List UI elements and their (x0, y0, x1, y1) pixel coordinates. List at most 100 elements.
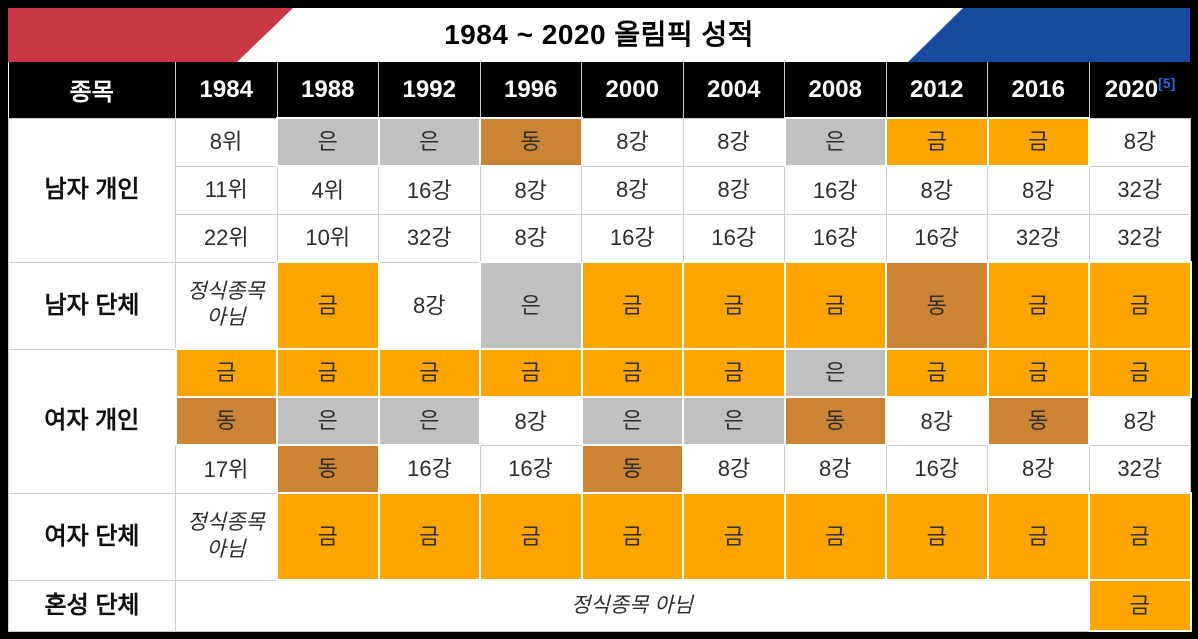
result-cell: 은 (479, 261, 583, 350)
result-cell: 금 (986, 117, 1090, 167)
result-cell: 동 (479, 117, 583, 167)
result-cell: 은 (377, 396, 481, 446)
result-cell: 금 (1088, 579, 1192, 632)
result-cell: 8강 (1088, 117, 1191, 167)
result-cell: 금 (682, 348, 786, 398)
result-cell: 동 (783, 396, 887, 446)
result-cell: 8강 (682, 117, 785, 167)
table-row: 여자 단체 정식종목 아님 금 금 금 금 금 금 금 금 금 (8, 492, 1192, 581)
blue-flag-banner (908, 8, 1190, 62)
result-cell: 8강 (987, 444, 1090, 494)
title-bar: 1984 ~ 2020 올림픽 성적 (8, 8, 1190, 62)
result-cell: 16강 (378, 444, 481, 494)
result-cell: 은 (783, 348, 887, 398)
result-cell: 정식종목 아님 (175, 261, 278, 350)
year-header-1988: 1988 (277, 62, 379, 118)
result-cell: 금 (276, 492, 380, 581)
table-row: 여자 개인 금 금 금 금 금 금 은 금 금 금 (8, 348, 1192, 494)
result-cell: 동 (986, 396, 1090, 446)
result-cell: 금 (986, 348, 1090, 398)
result-cell: 8강 (479, 396, 582, 446)
result-cell: 금 (783, 492, 887, 581)
result-cell: 금 (986, 261, 1090, 350)
category-label: 여자 단체 (8, 492, 176, 581)
result-cell: 4위 (276, 165, 379, 215)
result-cell: 32강 (1088, 213, 1191, 263)
result-cell: 16강 (581, 213, 684, 263)
result-cell: 은 (276, 396, 380, 446)
result-cell: 금 (276, 348, 380, 398)
result-cell: 16강 (479, 444, 582, 494)
year-header-2008: 2008 (784, 62, 887, 118)
result-cell: 은 (783, 117, 887, 167)
result-cell: 22위 (175, 213, 278, 263)
table-title: 1984 ~ 2020 올림픽 성적 (444, 19, 754, 50)
result-cell: 금 (1088, 348, 1192, 398)
result-cell: 8강 (987, 165, 1090, 215)
result-cell: 16강 (682, 213, 785, 263)
result-cell: 동 (276, 444, 380, 494)
result-cell: 8강 (682, 165, 785, 215)
result-cell: 17위 (175, 444, 278, 494)
result-cell: 8강 (1088, 396, 1191, 446)
panel-inner: 1984 ~ 2020 올림픽 성적 종목 1984 1988 1992 1996 200… (8, 8, 1192, 632)
result-cell: 금 (174, 348, 278, 398)
result-cell: 금 (885, 117, 989, 167)
result-cell: 금 (885, 348, 989, 398)
result-cell: 16강 (378, 165, 481, 215)
result-cell: 8위 (175, 117, 278, 167)
result-cell: 10위 (276, 213, 379, 263)
result-cell: 은 (377, 117, 481, 167)
result-cell: 8강 (885, 396, 988, 446)
year-header-2016: 2016 (987, 62, 1090, 118)
result-cell: 16강 (784, 165, 887, 215)
result-cell: 8강 (581, 117, 684, 167)
table-row: 남자 개인 8위 은 은 동 8강 8강 은 금 금 8강 (8, 117, 1191, 263)
year-header-2000: 2000 (581, 62, 684, 118)
footnote-ref-link[interactable]: [5] (1158, 74, 1176, 91)
table-row: 11위 4위 16강 8강 8강 8강 16강 8강 8강 32강 (9, 165, 1191, 215)
table-row: 남자 단체 정식종목 아님 금 8강 은 금 금 금 동 금 금 (8, 261, 1192, 350)
result-cell: 은 (580, 396, 684, 446)
result-cell: 금 (479, 348, 583, 398)
result-cell: 11위 (175, 165, 278, 215)
category-label: 혼성 단체 (8, 579, 176, 632)
table-header-row: 종목 1984 1988 1992 1996 2000 2004 2008 2012 2016 20… (8, 62, 1191, 118)
result-cell: 금 (580, 348, 684, 398)
result-cell: 금 (1088, 261, 1192, 350)
red-flag-banner (8, 8, 293, 62)
category-label: 남자 단체 (8, 261, 176, 350)
result-cell: 금 (479, 492, 583, 581)
results-table: 종목 1984 1988 1992 1996 2000 2004 2008 2012 2016 20… (8, 62, 1192, 632)
result-cell: 금 (682, 261, 786, 350)
result-cell: 은 (276, 117, 380, 167)
result-cell: 32강 (1088, 165, 1191, 215)
category-label: 남자 개인 (8, 117, 176, 263)
result-cell: 금 (377, 492, 481, 581)
result-cell: 금 (377, 348, 481, 398)
result-cell: 금 (1088, 492, 1192, 581)
result-cell: 8강 (682, 444, 785, 494)
result-cell: 8강 (784, 444, 887, 494)
result-cell: 금 (580, 261, 684, 350)
table-row: 22위 10위 32강 8강 16강 16강 16강 16강 32강 32강 (9, 213, 1191, 263)
result-cell: 32강 (378, 213, 481, 263)
year-header-2020: 2020[5] (1089, 62, 1191, 118)
table-row: 혼성 단체 정식종목 아님 금 (8, 579, 1192, 632)
result-cell: 16강 (784, 213, 887, 263)
result-cell: 8강 (479, 213, 582, 263)
result-cell: 정식종목 아님 (175, 579, 1090, 632)
category-column-header: 종목 (8, 62, 176, 118)
result-cell: 동 (174, 396, 278, 446)
result-cell: 금 (682, 492, 786, 581)
table-row: 동 은 은 8강 은 은 동 8강 동 8강 (9, 396, 1191, 446)
result-cell: 32강 (987, 213, 1090, 263)
result-cell: 동 (580, 444, 684, 494)
result-cell: 금 (783, 261, 887, 350)
table-row: 17위 동 16강 16강 동 8강 8강 16강 8강 32강 (9, 444, 1191, 494)
year-header-2012: 2012 (886, 62, 988, 118)
result-cell: 금 (580, 492, 684, 581)
year-header-1984: 1984 (175, 62, 278, 118)
year-header-2004: 2004 (683, 62, 785, 118)
